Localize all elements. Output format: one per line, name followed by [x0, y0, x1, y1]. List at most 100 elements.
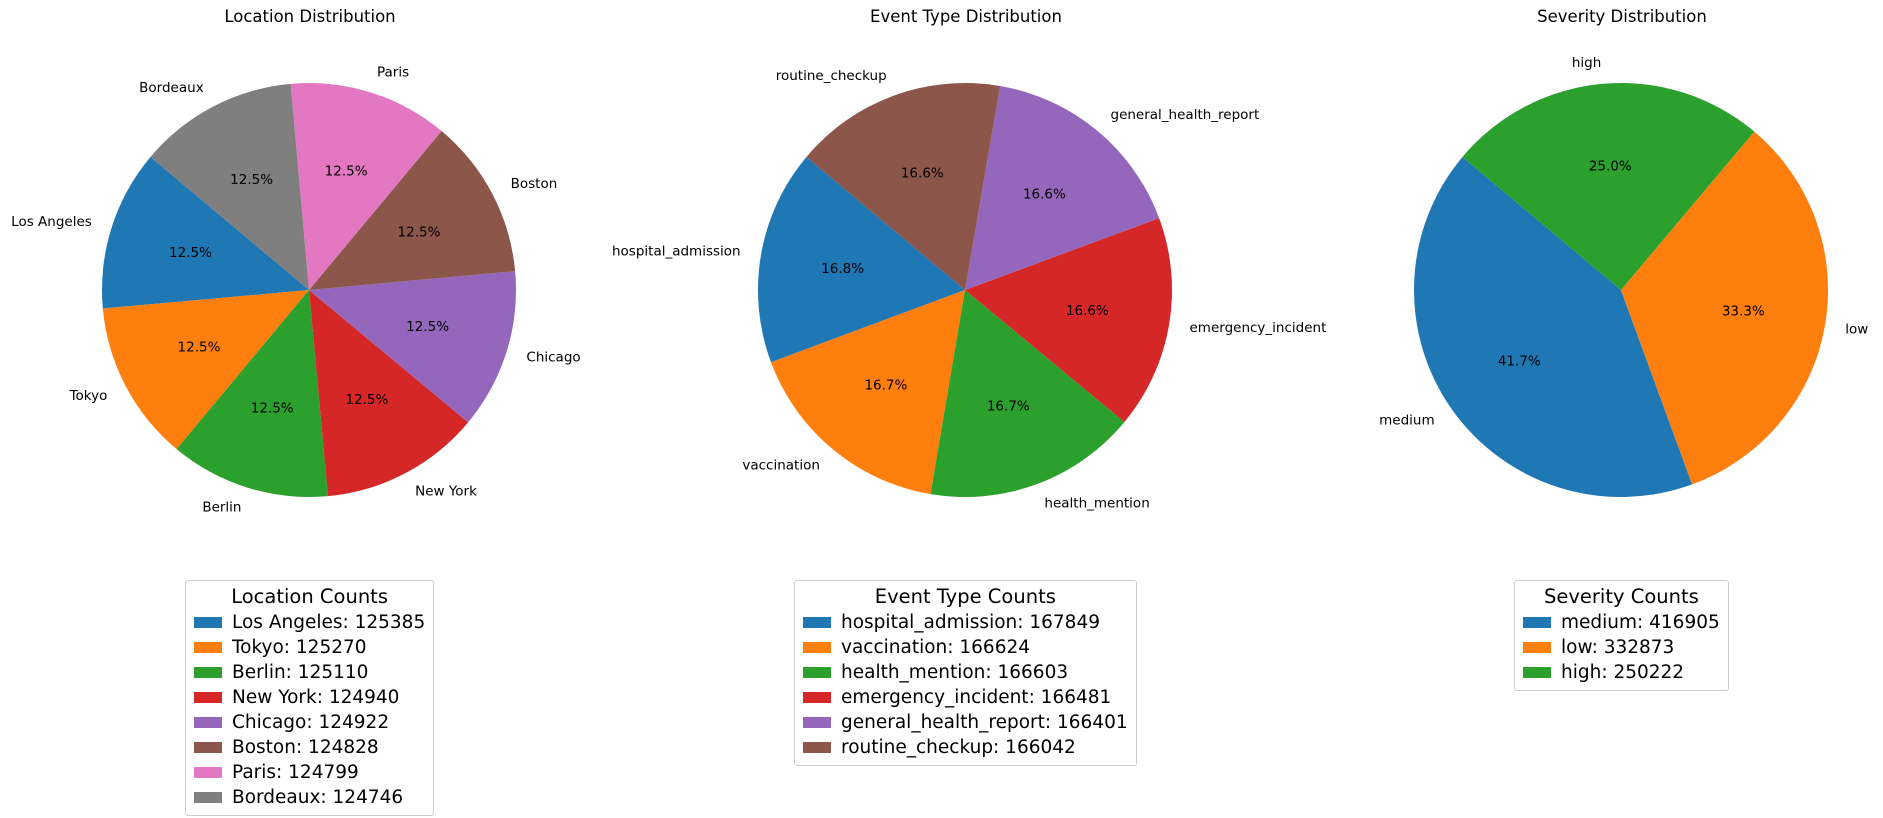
pie-percent-label: 12.5% — [169, 245, 212, 261]
legend-title: Location Counts — [231, 585, 388, 608]
pie-slice-tokyo — [102, 290, 309, 450]
location-pie-panel: Location Distribution 12.5% Los Angeles 12… — [0, 0, 620, 818]
pie-percent-label: 16.6% — [901, 165, 944, 181]
pie-percent-label: 12.5% — [398, 224, 441, 240]
pie-slice-health-mention — [930, 290, 1125, 498]
pie-category-label: routine_checkup — [776, 68, 887, 84]
severity-pie-panel: Severity Distribution 41.7% medium 33.3% lo… — [1312, 0, 1883, 818]
pie-category-label: emergency_incident — [1190, 320, 1327, 336]
pie-slice-vaccination — [771, 290, 965, 495]
legend-swatch — [1523, 642, 1551, 653]
legend-swatch — [194, 742, 222, 753]
pie-slice-bordeaux — [150, 83, 309, 290]
legend-item: Paris: 124799 — [194, 760, 425, 785]
event-type-pie-chart: 16.8% hospital_admission 16.7% vaccination 1… — [612, 68, 1326, 511]
legend-label: Chicago: 124922 — [232, 712, 390, 733]
pie-percent-label: 33.3% — [1722, 304, 1765, 320]
legend-swatch — [194, 692, 222, 703]
pie-category-label: Paris — [377, 65, 409, 81]
pie-slice-boston — [309, 131, 516, 290]
pie-category-label: Tokyo — [69, 388, 108, 404]
legend-swatch — [194, 767, 222, 778]
legend-swatch — [194, 717, 222, 728]
pie-percent-label: 41.7% — [1498, 353, 1541, 369]
legend-label: Berlin: 125110 — [232, 662, 369, 683]
pie-percent-label: 16.8% — [821, 261, 864, 277]
pie-slice-paris — [290, 83, 442, 291]
legend-swatch — [194, 642, 222, 653]
pie-category-label: low — [1845, 322, 1868, 338]
pie-percent-label: 12.5% — [251, 401, 294, 417]
legend-label: Paris: 124799 — [232, 762, 359, 783]
legend-item: Bordeaux: 124746 — [194, 785, 425, 810]
legend-item: emergency_incident: 166481 — [803, 685, 1128, 710]
pie-percent-label: 12.5% — [406, 319, 449, 335]
pie-slice-berlin — [176, 290, 329, 497]
legend-item: New York: 124940 — [194, 685, 425, 710]
legend-swatch — [1523, 617, 1551, 628]
pie-slice-medium — [1413, 156, 1693, 498]
legend-label: medium: 416905 — [1561, 612, 1720, 633]
event-type-pie-panel: Event Type Distribution 16.8% hospital_ad… — [612, 0, 1326, 818]
pie-category-label: general_health_report — [1111, 107, 1260, 123]
legend-label: hospital_admission: 167849 — [841, 612, 1100, 633]
legend-swatch — [803, 667, 831, 678]
pie-slice-low — [1621, 131, 1829, 485]
legend-item: Berlin: 125110 — [194, 660, 425, 685]
location-pie-chart: 12.5% Los Angeles 12.5% Tokyo 12.5% Berlin 12.… — [11, 65, 580, 516]
legend-item: vaccination: 166624 — [803, 635, 1128, 660]
legend-label: low: 332873 — [1561, 637, 1675, 658]
legend-label: high: 250222 — [1561, 662, 1685, 683]
severity-legend: Severity Counts medium: 416905 low: 33287… — [1514, 580, 1729, 691]
pie-category-label: New York — [415, 484, 477, 500]
pie-percent-label: 25.0% — [1589, 158, 1632, 174]
pie-percent-label: 12.5% — [230, 172, 273, 188]
legend-swatch — [803, 617, 831, 628]
legend-swatch — [194, 792, 222, 803]
pie-percent-label: 16.6% — [1066, 303, 1109, 319]
pie-category-label: Berlin — [202, 500, 241, 516]
legend-item: medium: 416905 — [1523, 610, 1720, 635]
pie-slice-chicago — [309, 271, 516, 423]
legend-label: emergency_incident: 166481 — [841, 687, 1112, 708]
legend-item: high: 250222 — [1523, 660, 1720, 685]
location-legend: Location Counts Los Angeles: 125385 Tokyo… — [185, 580, 435, 816]
legend-label: vaccination: 166624 — [841, 637, 1031, 658]
legend-title: Severity Counts — [1543, 585, 1699, 608]
pie-category-label: high — [1572, 55, 1601, 71]
legend-label: New York: 124940 — [232, 687, 400, 708]
legend-label: Bordeaux: 124746 — [232, 787, 404, 808]
legend-item: Los Angeles: 125385 — [194, 610, 425, 635]
pie-slice-emergency-incident — [965, 218, 1173, 422]
chart-title: Event Type Distribution — [870, 7, 1062, 26]
legend-swatch — [194, 667, 222, 678]
pie-slice-high — [1462, 82, 1755, 290]
pie-percent-label: 16.7% — [864, 378, 907, 394]
legend-swatch — [803, 642, 831, 653]
legend-label: Tokyo: 125270 — [232, 637, 367, 658]
legend-item: routine_checkup: 166042 — [803, 735, 1128, 760]
pie-category-label: Boston — [511, 176, 558, 192]
legend-label: general_health_report: 166401 — [841, 712, 1128, 733]
chart-title: Location Distribution — [224, 7, 396, 26]
legend-swatch — [803, 742, 831, 753]
pie-slice-hospital-admission — [757, 156, 965, 363]
pie-category-label: Bordeaux — [139, 80, 204, 96]
pie-category-label: medium — [1379, 413, 1434, 429]
pie-percent-label: 12.5% — [178, 340, 221, 356]
pie-slice-los-angeles — [101, 156, 309, 309]
pie-percent-label: 16.6% — [1023, 187, 1066, 203]
legend-swatch — [803, 717, 831, 728]
pie-percent-label: 12.5% — [345, 392, 388, 408]
pie-percent-label: 12.5% — [325, 164, 368, 180]
event-type-legend: Event Type Counts hospital_admission: 16… — [794, 580, 1137, 766]
pie-category-label: Chicago — [526, 350, 580, 366]
pie-slice-new-york — [309, 290, 469, 497]
legend-item: Chicago: 124922 — [194, 710, 425, 735]
pie-category-label: vaccination — [742, 458, 820, 474]
pie-slice-general-health-report — [965, 86, 1160, 290]
legend-item: low: 332873 — [1523, 635, 1720, 660]
pie-percent-label: 16.7% — [987, 398, 1030, 414]
legend-label: health_mention: 166603 — [841, 662, 1069, 683]
legend-label: routine_checkup: 166042 — [841, 737, 1076, 758]
